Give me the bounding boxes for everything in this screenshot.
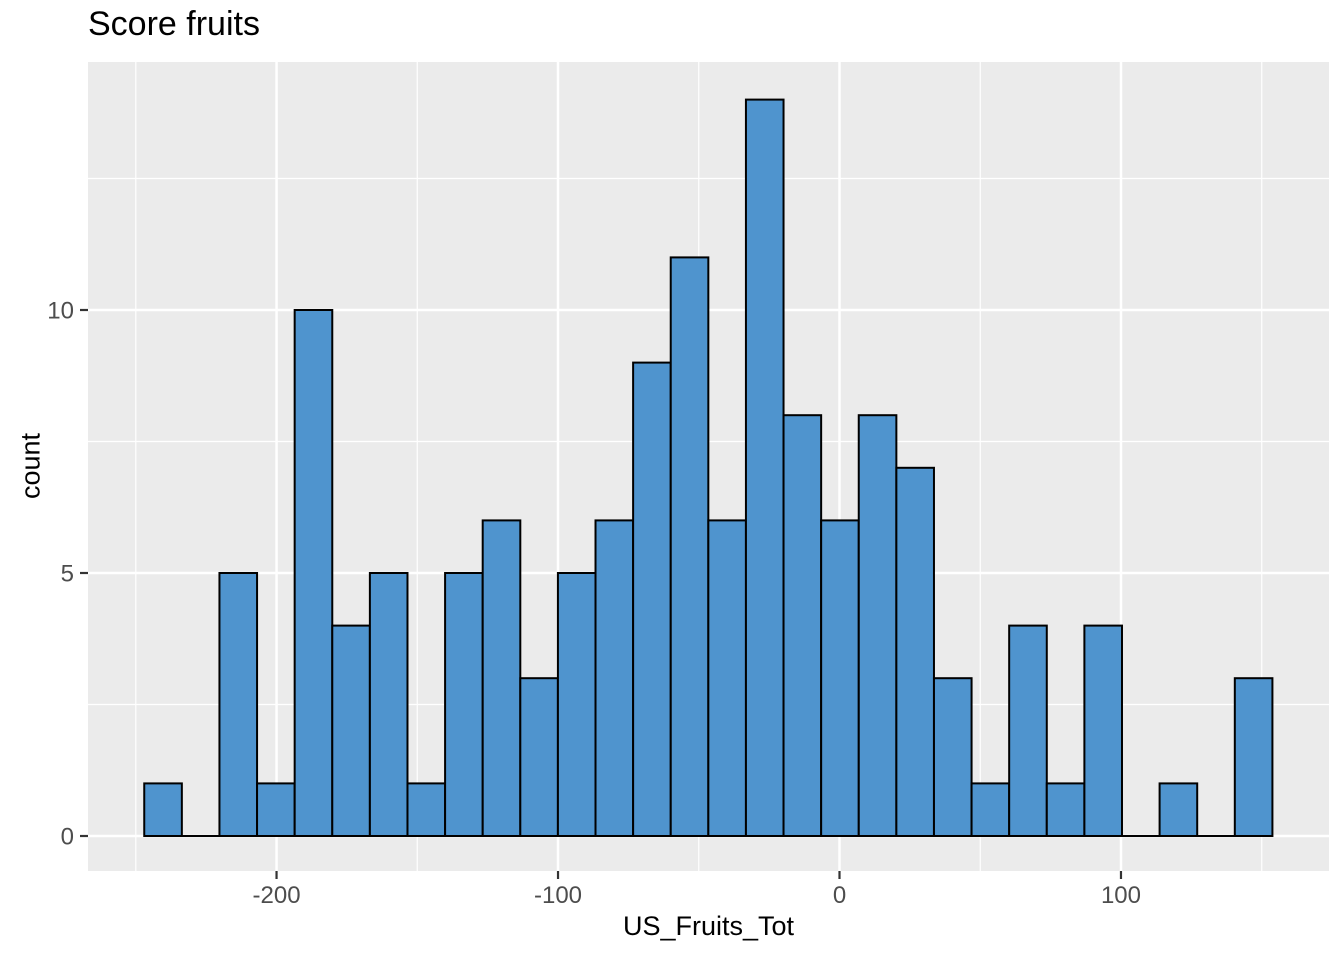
histogram-bar-23	[1008, 624, 1048, 837]
histogram-bar-15	[707, 519, 747, 838]
x-axis-title: US_Fruits_Tot	[622, 911, 795, 941]
histogram-bar-7	[406, 782, 447, 838]
histogram-bar-3	[256, 782, 296, 838]
histogram-bar-9	[481, 519, 522, 838]
histogram-bar-21	[932, 677, 973, 838]
y-tick-label-5: 5	[61, 561, 74, 588]
histogram-bar-17	[782, 414, 823, 837]
histogram-bar-24	[1045, 782, 1086, 838]
y-axis-title: count	[15, 432, 46, 500]
histogram-bar-19	[857, 414, 898, 837]
x-tick-label--200: -200	[253, 882, 301, 909]
histogram-bar-10	[519, 677, 559, 838]
histogram-bar-5	[331, 624, 371, 837]
y-tick-labels: 0 5 10	[47, 298, 74, 851]
x-tick-label-100: 100	[1101, 882, 1141, 909]
histogram-bar-14	[669, 256, 710, 837]
histogram-bar-6	[368, 572, 409, 837]
y-tick-label-10: 10	[47, 298, 74, 325]
x-tick-labels: -200 -100 0 100	[253, 882, 1141, 909]
plot-title: Score fruits	[88, 5, 260, 43]
histogram-bar-20	[895, 466, 935, 837]
histogram-bar-18	[820, 519, 860, 838]
histogram-bar-16	[744, 98, 785, 838]
x-tick-label-0: 0	[833, 882, 846, 909]
axis-ticks	[80, 308, 1123, 879]
histogram-bar-25	[1083, 624, 1123, 837]
histogram-bar-12	[594, 519, 635, 838]
histogram-bar-13	[632, 361, 672, 837]
histogram-bar-2	[218, 572, 259, 837]
y-tick-label-0: 0	[61, 824, 74, 851]
x-tick-label--100: -100	[534, 882, 582, 909]
histogram-bar-29	[1233, 677, 1274, 838]
histogram-bar-8	[444, 572, 484, 837]
histogram-bar-0	[143, 782, 183, 838]
histogram-bar-22	[970, 782, 1011, 838]
histogram-bar-4	[293, 309, 334, 837]
histogram-bars	[143, 98, 1274, 838]
histogram-bar-27	[1158, 782, 1199, 838]
histogram-bar-11	[556, 572, 597, 837]
